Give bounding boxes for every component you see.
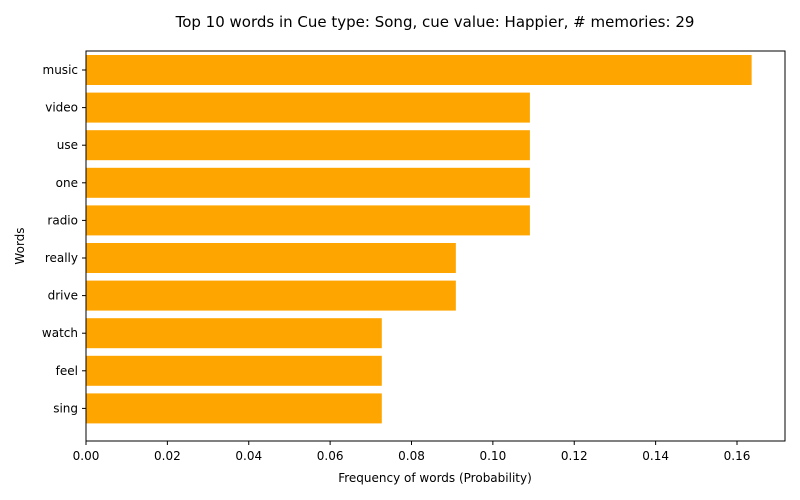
chart-title: Top 10 words in Cue type: Song, cue valu…: [175, 13, 695, 31]
bar-feel: [86, 355, 382, 386]
y-tick-label-use: use: [57, 138, 78, 152]
y-tick-label-really: really: [45, 251, 78, 265]
x-tick-label: 0.04: [235, 449, 262, 463]
x-tick-label: 0.06: [317, 449, 344, 463]
y-axis: music video use one radio really drive watch fee…: [42, 63, 86, 415]
y-axis-label: Words: [13, 227, 27, 264]
x-tick-label: 0.10: [480, 449, 507, 463]
y-tick-label-sing: sing: [53, 401, 78, 415]
x-tick-label: 0.08: [398, 449, 425, 463]
y-tick-label-watch: watch: [42, 326, 78, 340]
bar-video: [86, 92, 530, 123]
x-tick-label: 0.14: [642, 449, 669, 463]
x-axis: 0.00 0.02 0.04 0.06 0.08 0.10 0.12 0.14 0.16: [73, 441, 751, 463]
bar-one: [86, 167, 530, 198]
bars-group: [86, 55, 752, 424]
x-tick-label: 0.00: [73, 449, 100, 463]
bar-use: [86, 130, 530, 161]
x-tick-label: 0.16: [724, 449, 751, 463]
plot-area-frame: [85, 50, 786, 442]
y-tick-label-feel: feel: [56, 364, 78, 378]
bar-sing: [86, 393, 382, 424]
x-tick-label: 0.12: [561, 449, 588, 463]
x-axis-label: Frequency of words (Probability): [338, 471, 532, 485]
bar-music: [86, 55, 752, 85]
y-tick-label-drive: drive: [48, 289, 78, 303]
bar-radio: [86, 205, 530, 236]
y-tick-label-music: music: [43, 63, 78, 77]
y-tick-label-video: video: [45, 101, 78, 115]
y-tick-label-radio: radio: [47, 213, 78, 227]
x-tick-label: 0.02: [154, 449, 181, 463]
y-tick-label-one: one: [56, 176, 78, 190]
bar-really: [86, 243, 456, 273]
bar-drive: [86, 280, 456, 311]
bar-watch: [86, 318, 382, 349]
